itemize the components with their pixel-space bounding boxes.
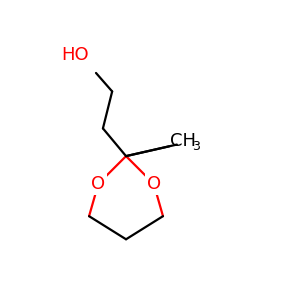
Text: O: O — [147, 175, 161, 193]
Text: O: O — [91, 175, 105, 193]
Text: CH: CH — [170, 132, 196, 150]
Text: 3: 3 — [192, 140, 200, 153]
Text: HO: HO — [61, 46, 89, 64]
